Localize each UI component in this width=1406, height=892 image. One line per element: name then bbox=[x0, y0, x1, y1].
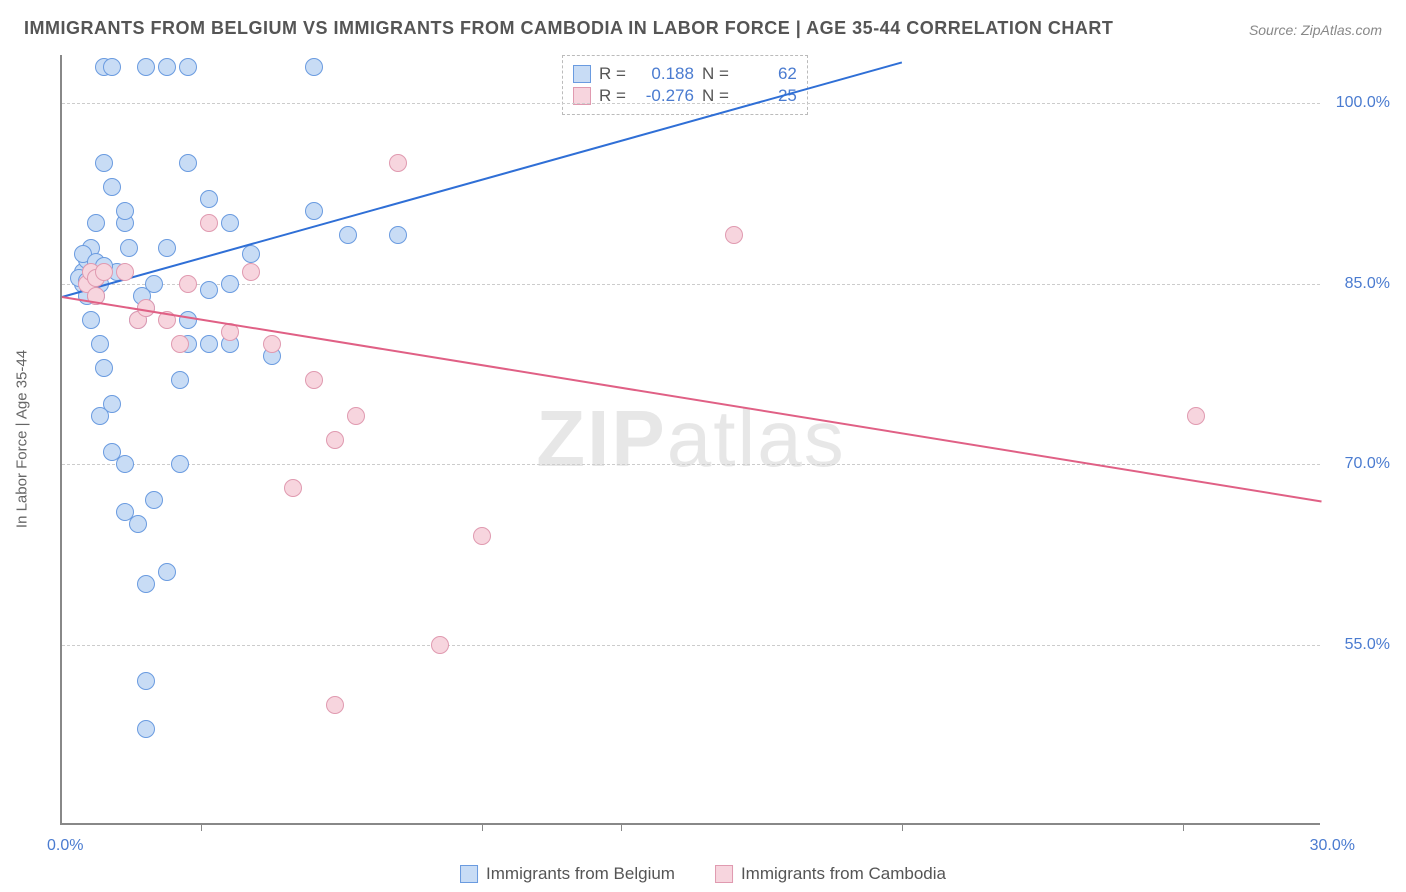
watermark: ZIPatlas bbox=[536, 393, 845, 485]
stat-n-label-0: N = bbox=[702, 64, 729, 84]
source-label: Source: ZipAtlas.com bbox=[1249, 22, 1382, 38]
data-point bbox=[95, 359, 113, 377]
chart-title: IMMIGRANTS FROM BELGIUM VS IMMIGRANTS FR… bbox=[24, 18, 1113, 39]
stat-r-val-0: 0.188 bbox=[634, 64, 694, 84]
x-tick bbox=[621, 823, 622, 831]
data-point bbox=[137, 575, 155, 593]
stat-box: R = 0.188 N = 62 R = -0.276 N = 25 bbox=[562, 55, 808, 115]
data-point bbox=[137, 58, 155, 76]
data-point bbox=[158, 239, 176, 257]
data-point bbox=[116, 263, 134, 281]
data-point bbox=[725, 226, 743, 244]
data-point bbox=[171, 455, 189, 473]
gridline bbox=[62, 284, 1320, 285]
data-point bbox=[116, 202, 134, 220]
data-point bbox=[158, 563, 176, 581]
y-axis-label: In Labor Force | Age 35-44 bbox=[14, 350, 31, 528]
data-point bbox=[103, 178, 121, 196]
stat-n-val-0: 62 bbox=[737, 64, 797, 84]
data-point bbox=[171, 371, 189, 389]
legend-swatch-0 bbox=[460, 865, 478, 883]
watermark-thin: atlas bbox=[667, 394, 846, 483]
data-point bbox=[145, 491, 163, 509]
y-tick-label: 70.0% bbox=[1330, 455, 1390, 473]
data-point bbox=[200, 190, 218, 208]
legend-item-0: Immigrants from Belgium bbox=[460, 864, 675, 884]
gridline bbox=[62, 645, 1320, 646]
y-tick-label: 85.0% bbox=[1330, 275, 1390, 293]
data-point bbox=[305, 371, 323, 389]
stat-r-label-0: R = bbox=[599, 64, 626, 84]
data-point bbox=[200, 281, 218, 299]
data-point bbox=[389, 154, 407, 172]
legend-label-1: Immigrants from Cambodia bbox=[741, 864, 946, 884]
data-point bbox=[103, 58, 121, 76]
y-tick-label: 100.0% bbox=[1330, 94, 1390, 112]
chart-container: IMMIGRANTS FROM BELGIUM VS IMMIGRANTS FR… bbox=[0, 0, 1406, 892]
data-point bbox=[200, 214, 218, 232]
data-point bbox=[137, 720, 155, 738]
data-point bbox=[221, 214, 239, 232]
data-point bbox=[129, 515, 147, 533]
data-point bbox=[431, 636, 449, 654]
legend: Immigrants from Belgium Immigrants from … bbox=[460, 864, 946, 884]
data-point bbox=[305, 202, 323, 220]
legend-swatch-1 bbox=[715, 865, 733, 883]
x-tick bbox=[902, 823, 903, 831]
y-tick-label: 55.0% bbox=[1330, 636, 1390, 654]
stat-swatch-0 bbox=[573, 65, 591, 83]
plot-area: ZIPatlas In Labor Force | Age 35-44 0.0%… bbox=[60, 55, 1320, 825]
legend-label-0: Immigrants from Belgium bbox=[486, 864, 675, 884]
data-point bbox=[137, 672, 155, 690]
watermark-bold: ZIP bbox=[536, 394, 666, 483]
data-point bbox=[326, 696, 344, 714]
x-axis-max-label: 30.0% bbox=[1310, 837, 1355, 855]
data-point bbox=[87, 214, 105, 232]
data-point bbox=[473, 527, 491, 545]
data-point bbox=[91, 407, 109, 425]
data-point bbox=[171, 335, 189, 353]
data-point bbox=[326, 431, 344, 449]
data-point bbox=[179, 58, 197, 76]
data-point bbox=[95, 263, 113, 281]
data-point bbox=[263, 335, 281, 353]
data-point bbox=[347, 407, 365, 425]
gridline bbox=[62, 103, 1320, 104]
data-point bbox=[179, 311, 197, 329]
data-point bbox=[242, 263, 260, 281]
data-point bbox=[179, 154, 197, 172]
data-point bbox=[91, 335, 109, 353]
data-point bbox=[221, 275, 239, 293]
data-point bbox=[1187, 407, 1205, 425]
data-point bbox=[284, 479, 302, 497]
data-point bbox=[179, 275, 197, 293]
data-point bbox=[389, 226, 407, 244]
data-point bbox=[158, 58, 176, 76]
data-point bbox=[242, 245, 260, 263]
x-tick bbox=[201, 823, 202, 831]
data-point bbox=[305, 58, 323, 76]
x-tick bbox=[1183, 823, 1184, 831]
x-axis-min-label: 0.0% bbox=[47, 837, 83, 855]
x-tick bbox=[482, 823, 483, 831]
trend-line-0 bbox=[62, 61, 903, 298]
data-point bbox=[200, 335, 218, 353]
data-point bbox=[103, 443, 121, 461]
data-point bbox=[95, 154, 113, 172]
legend-item-1: Immigrants from Cambodia bbox=[715, 864, 946, 884]
data-point bbox=[82, 311, 100, 329]
stat-row-0: R = 0.188 N = 62 bbox=[573, 64, 797, 84]
data-point bbox=[120, 239, 138, 257]
gridline bbox=[62, 464, 1320, 465]
data-point bbox=[339, 226, 357, 244]
